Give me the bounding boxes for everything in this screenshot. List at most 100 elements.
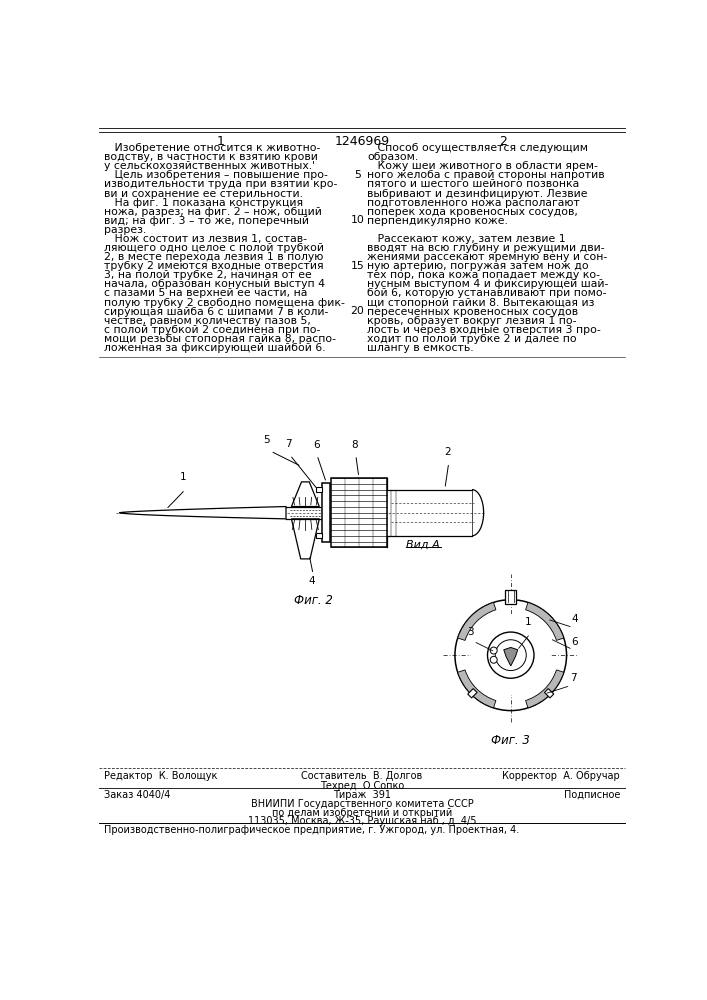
Text: ВНИИПИ Государственного комитета СССР: ВНИИПИ Государственного комитета СССР (250, 799, 473, 809)
Text: 1: 1 (180, 472, 186, 482)
Circle shape (455, 600, 566, 711)
Polygon shape (504, 647, 518, 666)
Text: полую трубку 2 свободно помещена фик-: полую трубку 2 свободно помещена фик- (104, 298, 345, 308)
Text: 6: 6 (313, 440, 320, 450)
Bar (316, 533, 322, 538)
Text: 15: 15 (351, 261, 364, 271)
Text: бой 6, которую устанавливают при помо-: бой 6, которую устанавливают при помо- (368, 288, 607, 298)
Text: вводят на всю глубину и режущими дви-: вводят на всю глубину и режущими дви- (368, 243, 605, 253)
Text: выбривают и дезинфицируют. Лезвие: выбривают и дезинфицируют. Лезвие (368, 189, 588, 199)
Text: 1: 1 (216, 135, 224, 148)
Text: сирующая шайба 6 с шипами 7 в коли-: сирующая шайба 6 с шипами 7 в коли- (104, 307, 328, 317)
Text: лость и через входные отверстия 3 про-: лость и через входные отверстия 3 про- (368, 325, 601, 335)
Text: нусным выступом 4 и фиксирующей шай-: нусным выступом 4 и фиксирующей шай- (368, 279, 609, 289)
Text: 4: 4 (308, 576, 315, 586)
Text: 7: 7 (570, 673, 576, 683)
Text: 3: 3 (467, 627, 474, 637)
Text: Редактор  К. Волощук: Редактор К. Волощук (104, 771, 217, 781)
Text: с пазами 5 на верхней ее части, на: с пазами 5 на верхней ее части, на (104, 288, 308, 298)
Text: образом.: образом. (368, 152, 419, 162)
Wedge shape (457, 670, 496, 708)
Text: Фиг. 3: Фиг. 3 (491, 734, 530, 747)
Polygon shape (504, 647, 518, 666)
Text: ного желоба с правой стороны напротив: ного желоба с правой стороны напротив (368, 170, 605, 180)
Text: 2: 2 (444, 447, 450, 457)
Text: по делам изобретений и открытий: по делам изобретений и открытий (271, 808, 452, 818)
Text: шлангу в емкость.: шлангу в емкость. (368, 343, 474, 353)
Text: начала, образован конусный выступ 4: начала, образован конусный выступ 4 (104, 279, 325, 289)
Text: у сельскохозяйственных животных.': у сельскохозяйственных животных.' (104, 161, 315, 171)
Polygon shape (291, 482, 320, 507)
Text: поперек хода кровеносных сосудов,: поперек хода кровеносных сосудов, (368, 207, 578, 217)
Circle shape (470, 615, 551, 695)
Text: Техред  О.Сопко: Техред О.Сопко (320, 781, 404, 791)
Text: Изобретение относится к животно-: Изобретение относится к животно- (104, 143, 320, 153)
Polygon shape (544, 689, 554, 698)
Polygon shape (119, 507, 286, 519)
Text: 8: 8 (351, 440, 358, 450)
Circle shape (490, 647, 497, 654)
Text: трубку 2 имеются входные отверстия: трубку 2 имеются входные отверстия (104, 261, 324, 271)
Bar (506, 590, 516, 604)
Text: 5: 5 (354, 170, 361, 180)
Wedge shape (457, 602, 496, 640)
Polygon shape (291, 519, 320, 559)
Text: Составитель  В. Долгов: Составитель В. Долгов (301, 771, 423, 781)
Text: пятого и шестого шейного позвонка: пятого и шестого шейного позвонка (368, 179, 580, 189)
Text: честве, равном количеству пазов 5,: честве, равном количеству пазов 5, (104, 316, 311, 326)
Wedge shape (525, 670, 563, 708)
Text: Заказ 4040/4: Заказ 4040/4 (104, 790, 170, 800)
Text: 10: 10 (351, 215, 364, 225)
Text: Тираж  391: Тираж 391 (333, 790, 391, 800)
Text: жениями рассекают яремную вену и сон-: жениями рассекают яремную вену и сон- (368, 252, 607, 262)
Text: водству, в частности к взятию крови: водству, в частности к взятию крови (104, 152, 317, 162)
Text: ложенная за фиксирующей шайбой 6.: ложенная за фиксирующей шайбой 6. (104, 343, 325, 353)
Text: ляющего одно целое с полой трубкой: ляющего одно целое с полой трубкой (104, 243, 324, 253)
Bar (331, 478, 387, 547)
Text: 3, на полой трубке 2, начиная от ее: 3, на полой трубке 2, начиная от ее (104, 270, 312, 280)
Polygon shape (468, 689, 477, 698)
Text: 20: 20 (351, 306, 364, 316)
Text: кровь, образует вокруг лезвия 1 по-: кровь, образует вокруг лезвия 1 по- (368, 316, 577, 326)
Text: ножа, разрез; на фиг. 2 – нож, общий: ножа, разрез; на фиг. 2 – нож, общий (104, 207, 322, 217)
Text: На фиг. 1 показана конструкция: На фиг. 1 показана конструкция (104, 198, 303, 208)
Text: с полой трубкой 2 соединена при по-: с полой трубкой 2 соединена при по- (104, 325, 320, 335)
Text: 7: 7 (285, 439, 292, 449)
Text: Производственно-полиграфическое предприятие, г. Ужгород, ул. Проектная, 4.: Производственно-полиграфическое предприя… (104, 825, 519, 835)
Text: 2: 2 (499, 135, 507, 148)
Text: тех пор, пока кожа попадает между ко-: тех пор, пока кожа попадает между ко- (368, 270, 600, 280)
Text: пересеченных кровеносных сосудов: пересеченных кровеносных сосудов (368, 307, 578, 317)
Text: Способ осуществляется следующим: Способ осуществляется следующим (368, 143, 588, 153)
Text: Фиг. 2: Фиг. 2 (293, 594, 332, 607)
Text: Кожу шеи животного в области ярем-: Кожу шеи животного в области ярем- (368, 161, 598, 171)
Bar (316, 487, 322, 492)
Text: 6: 6 (571, 637, 578, 647)
Text: Нож состоит из лезвия 1, состав-: Нож состоит из лезвия 1, состав- (104, 234, 307, 244)
Circle shape (490, 656, 497, 663)
Circle shape (488, 632, 534, 678)
Text: 5: 5 (263, 435, 270, 445)
Circle shape (495, 640, 526, 671)
Text: щи стопорной гайки 8. Вытекающая из: щи стопорной гайки 8. Вытекающая из (368, 298, 595, 308)
Text: изводительности труда при взятии кро-: изводительности труда при взятии кро- (104, 179, 337, 189)
Wedge shape (525, 602, 563, 640)
Text: 113035, Москва, Ж-35, Раушская наб., д. 4/5: 113035, Москва, Ж-35, Раушская наб., д. … (247, 816, 477, 826)
Text: вид; на фиг. 3 – то же, поперечный: вид; на фиг. 3 – то же, поперечный (104, 216, 309, 226)
Text: мощи резьбы стопорная гайка 8, распо-: мощи резьбы стопорная гайка 8, распо- (104, 334, 336, 344)
Text: Подписное: Подписное (563, 790, 620, 800)
Text: 2, в месте перехода лезвия 1 в полую: 2, в месте перехода лезвия 1 в полую (104, 252, 323, 262)
Text: разрез.: разрез. (104, 225, 146, 235)
Text: ходит по полой трубке 2 и далее по: ходит по полой трубке 2 и далее по (368, 334, 577, 344)
Text: Корректор  А. Обручар: Корректор А. Обручар (502, 771, 620, 781)
Text: ную артерию, погружая затем нож до: ную артерию, погружая затем нож до (368, 261, 589, 271)
Text: Рассекают кожу, затем лезвие 1: Рассекают кожу, затем лезвие 1 (368, 234, 566, 244)
Text: 1246969: 1246969 (334, 135, 390, 148)
Text: подготовленного ножа располагают: подготовленного ножа располагают (368, 198, 580, 208)
Text: Цель изобретения – повышение про-: Цель изобретения – повышение про- (104, 170, 328, 180)
Text: Вид А: Вид А (406, 540, 440, 550)
Text: 4: 4 (571, 614, 578, 624)
Text: ви и сохранение ее стерильности.: ви и сохранение ее стерильности. (104, 189, 303, 199)
Bar (322, 483, 330, 542)
Text: перпендикулярно коже.: перпендикулярно коже. (368, 216, 508, 226)
Text: 1: 1 (525, 617, 531, 627)
